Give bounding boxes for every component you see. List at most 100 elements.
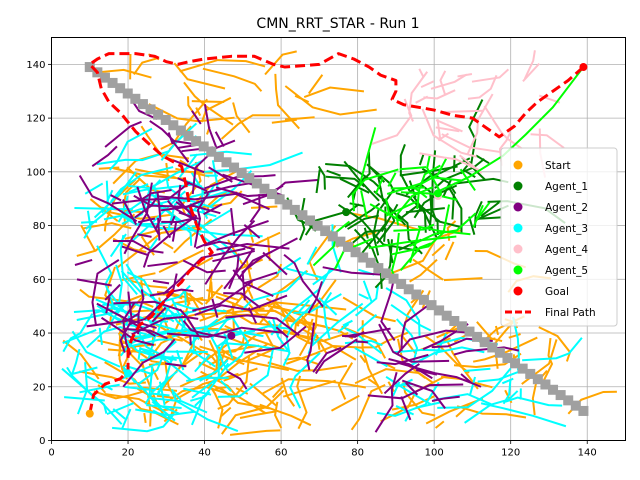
tree-branch [123, 182, 153, 255]
tree-branch [435, 126, 460, 133]
tree-branch [523, 50, 536, 80]
tree-branch [214, 329, 280, 354]
tree-branch [230, 208, 236, 236]
tree-branch [148, 237, 159, 251]
tree-branch [430, 73, 468, 90]
tree-branch [217, 354, 251, 410]
y-tick-label: 0 [39, 436, 45, 447]
tree-branch [444, 241, 455, 261]
tree-branch [361, 206, 387, 254]
tree-branch [315, 169, 321, 194]
tree-branch [104, 120, 142, 148]
tree-branch [393, 348, 444, 354]
tree-branch [399, 242, 432, 271]
obstacle-cell [434, 305, 445, 316]
tree-branch [124, 385, 156, 392]
tree-branch [505, 396, 563, 407]
tree-branch [137, 346, 142, 360]
tree-branch [229, 429, 281, 436]
tree-branch [376, 353, 429, 366]
tree-branch [441, 133, 502, 154]
tree-branch [387, 172, 397, 187]
tree-branch [266, 297, 301, 325]
tree-branch [385, 287, 421, 336]
tree-branch [416, 202, 463, 229]
tree-branch [122, 327, 168, 340]
tree-branch [140, 347, 156, 354]
tree-branch [443, 277, 483, 282]
tree-branch [91, 145, 118, 168]
tree-branch [96, 302, 157, 329]
tree-branch [121, 408, 132, 429]
tree-branch [401, 379, 446, 409]
tree-branch [367, 383, 464, 400]
tree-branch [61, 367, 108, 414]
tree-branch [217, 346, 275, 398]
tree-branch [143, 412, 147, 424]
tree-branch [421, 108, 477, 158]
tree-branch [86, 326, 147, 349]
y-tick-label: 40 [33, 329, 46, 340]
obstacle-cell [267, 189, 278, 200]
tree-branch [267, 236, 271, 262]
tree-branch [354, 368, 434, 385]
tree-branch [439, 70, 447, 96]
tree-branch [96, 150, 170, 166]
y-tick-label: 100 [26, 167, 45, 178]
tree-branch [396, 329, 471, 355]
obstacle-cell [426, 300, 437, 311]
tree-branch [157, 217, 161, 241]
tree-branch [192, 280, 253, 312]
obstacle-cell [380, 268, 391, 279]
tree-branch [390, 303, 432, 332]
tree-branch [212, 249, 255, 263]
tree-branch [424, 335, 470, 374]
tree-branch [385, 375, 432, 406]
obstacle-cell [502, 353, 513, 364]
tree-branch [191, 394, 205, 426]
tree-branch [399, 166, 427, 171]
tree-branch [216, 243, 290, 251]
obstacle-cell [563, 395, 574, 406]
tree-branch [530, 133, 565, 149]
tree-branch [280, 377, 296, 407]
legend-swatch [513, 223, 523, 233]
tree-branch [214, 131, 225, 148]
tree-branch [192, 330, 196, 355]
x-tick-label: 100 [425, 448, 444, 459]
tree-branch [149, 288, 194, 297]
tree-branch [418, 153, 425, 166]
tree-branch [393, 223, 435, 232]
tree-branch [408, 71, 429, 122]
obstacle-diagonal [84, 62, 589, 416]
obstacle-cell [206, 146, 217, 157]
obstacle-cell [464, 326, 475, 337]
tree-branch [374, 177, 384, 194]
legend-swatch [513, 181, 523, 191]
tree-branch [262, 378, 367, 395]
obstacle-cell [540, 379, 551, 390]
axis-ticks: 0 20 40 60 80 100 120 140 0 20 40 60 80 100 120 140 [26, 60, 596, 459]
legend-swatch [513, 265, 523, 275]
tree-branch [471, 68, 510, 83]
tree-branch [181, 227, 263, 238]
tree-branch [186, 376, 229, 382]
tree-branch [299, 197, 306, 241]
tree-branch [538, 326, 572, 362]
tree-branch [400, 191, 458, 201]
tree-branch [386, 158, 447, 195]
tree-branch [502, 379, 512, 405]
tree-branch [419, 152, 482, 172]
tree-branch [501, 377, 514, 385]
obstacle-cell [578, 405, 589, 416]
tree-branch [431, 243, 446, 257]
tree-branch [417, 225, 471, 236]
tree-branch [119, 291, 133, 353]
tree-branch [271, 385, 284, 399]
tree-branch [434, 420, 445, 429]
tree-branch [220, 406, 232, 417]
tree-branch [469, 376, 477, 396]
tree-branch [116, 225, 202, 269]
obstacle-cell [403, 284, 414, 295]
